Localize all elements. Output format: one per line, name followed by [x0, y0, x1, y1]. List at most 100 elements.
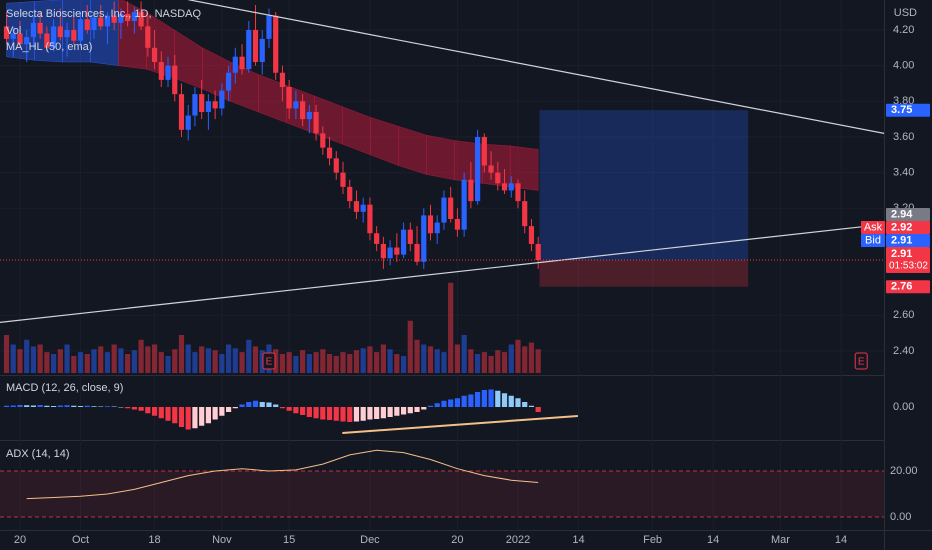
candle-body — [165, 65, 171, 80]
macd-bar — [454, 398, 461, 407]
macd-bar — [367, 407, 373, 420]
macd-bar — [468, 394, 474, 407]
x-tick-label: 2022 — [506, 534, 530, 546]
price-label: 3.75 — [891, 104, 912, 116]
volume-bar — [522, 346, 528, 373]
candle-body — [219, 90, 225, 109]
x-tick-label: Mar — [771, 534, 790, 546]
candle-body — [273, 15, 279, 73]
macd-bar — [374, 407, 380, 419]
macd-bar — [448, 399, 454, 407]
candle-body — [125, 13, 131, 22]
volume-bar — [387, 349, 393, 373]
volume-bar — [414, 339, 420, 373]
x-tick-label: Oct — [72, 534, 89, 546]
candle-body — [421, 215, 427, 262]
macd-bar — [306, 407, 312, 417]
macd-bar — [387, 407, 393, 417]
volume-bar — [84, 354, 90, 373]
candle-body — [71, 29, 77, 41]
macd-bar — [118, 407, 124, 408]
volume-bar — [400, 355, 407, 373]
candle-body — [239, 56, 245, 70]
macd-bar — [414, 407, 420, 412]
candle-body — [313, 111, 319, 134]
candle-body — [178, 94, 185, 130]
volume-bar — [535, 349, 541, 373]
volume-bar — [232, 348, 238, 373]
macd-bar — [273, 404, 279, 407]
macd-bar — [98, 406, 104, 407]
price-label-box — [886, 246, 930, 273]
adx-band — [0, 470, 884, 518]
macd-bar — [225, 407, 232, 412]
candle-body — [508, 183, 514, 191]
candle-body — [172, 65, 178, 95]
candle-body — [468, 179, 474, 202]
adx-title: ADX (14, 14) — [6, 448, 70, 460]
macd-bar — [71, 405, 77, 407]
volume-bar — [320, 349, 326, 373]
volume-bar — [138, 339, 144, 373]
macd-bar — [178, 407, 185, 427]
volume-bar — [192, 352, 198, 373]
price-tag: Ask — [864, 221, 883, 233]
price-countdown: 01:53:02 — [889, 261, 928, 272]
volume-bar — [434, 349, 440, 373]
x-tick-label: 14 — [835, 534, 847, 546]
macd-bar — [353, 407, 360, 422]
volume-bar — [77, 352, 84, 373]
candle-body — [340, 172, 346, 187]
macd-bar — [64, 405, 70, 407]
candle-body — [24, 37, 30, 45]
volume-bar — [71, 355, 77, 373]
candle-body — [118, 13, 124, 23]
volume-bar — [219, 354, 225, 373]
x-tick-label: Feb — [643, 534, 662, 546]
volume-bar — [421, 344, 427, 373]
volume-bar — [111, 344, 117, 373]
macd-bar — [185, 407, 191, 430]
candle-body — [77, 19, 84, 41]
volume-bar — [131, 350, 137, 373]
macd-bar — [51, 406, 57, 407]
candle-body — [10, 33, 16, 39]
macd-bar — [104, 406, 111, 407]
x-tick-label: 20 — [451, 534, 463, 546]
macd-bar — [340, 407, 346, 422]
volume-bar — [380, 344, 386, 373]
volume-bar — [57, 349, 63, 373]
volume-bar — [273, 349, 279, 373]
candle-body — [461, 179, 467, 230]
macd-bar — [30, 405, 37, 407]
volume-bar — [118, 348, 124, 373]
candle-body — [528, 226, 535, 244]
candle-body — [394, 247, 400, 255]
volume-bar — [205, 348, 211, 373]
candle-body — [300, 101, 306, 120]
candle-body — [320, 133, 326, 148]
candle-body — [481, 136, 487, 166]
volume-bar — [246, 339, 252, 373]
candle-body — [407, 229, 413, 244]
volume-bar — [37, 344, 43, 373]
macd-bar — [172, 407, 178, 424]
volume-bar — [24, 339, 30, 373]
volume-bar — [145, 346, 151, 373]
candle-body — [158, 62, 164, 80]
candle-body — [286, 87, 292, 109]
candle-body — [515, 183, 521, 202]
macd-bar — [380, 407, 386, 419]
volume-bar — [3, 335, 10, 373]
currency: USD — [894, 7, 917, 19]
price-label: 2.91 — [891, 234, 912, 246]
candle-body — [30, 22, 37, 38]
macd-bar — [192, 407, 198, 429]
macd-bar — [293, 407, 299, 414]
candle-body — [326, 147, 333, 159]
macd-bar — [77, 406, 84, 407]
x-tick-label: 15 — [283, 534, 295, 546]
candle-body — [306, 111, 312, 120]
